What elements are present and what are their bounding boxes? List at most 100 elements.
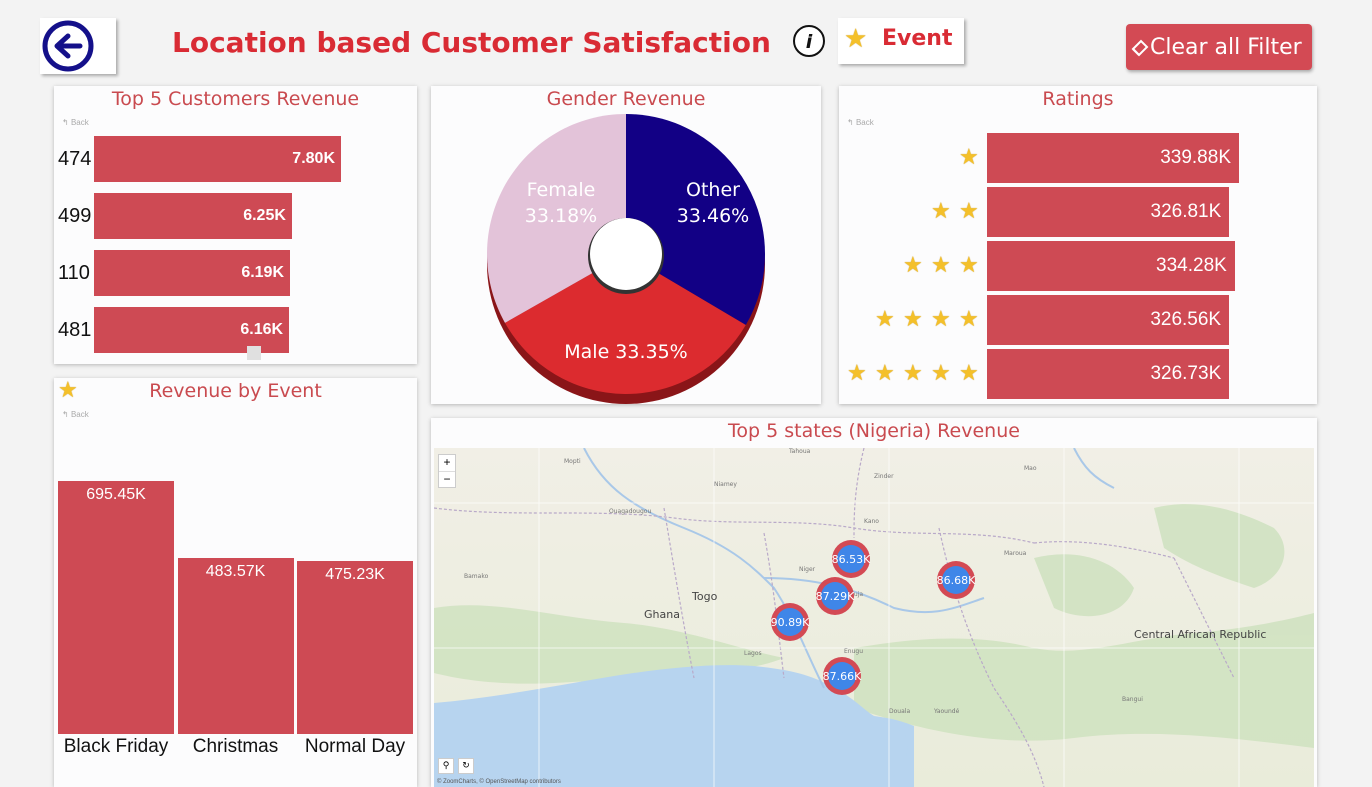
star-icon: ★ (875, 307, 895, 332)
map-bubble-label: 87.29K (816, 590, 855, 603)
back-label: Back (70, 118, 89, 127)
map-tool-reset-button[interactable]: ↻ (458, 758, 474, 774)
map-bubble[interactable] (821, 582, 849, 610)
place-label: Douala (889, 708, 910, 715)
info-button[interactable]: i (792, 24, 826, 58)
arrow-left-circle-icon (42, 20, 94, 72)
place-label: Togo (691, 590, 718, 603)
map-tool-pin-button[interactable]: ⚲ (438, 758, 454, 774)
data-label: 483.57K (205, 563, 266, 581)
data-label: 326.81K (1150, 201, 1222, 222)
place-label: Niger (799, 566, 816, 573)
category-label: Black Friday (63, 736, 169, 757)
bar[interactable] (987, 133, 1239, 183)
pie-slice[interactable] (626, 114, 765, 325)
bar[interactable] (94, 193, 292, 239)
bar[interactable] (987, 295, 1230, 345)
map-borders (434, 448, 1235, 787)
clear-all-filter-button[interactable]: Clear all Filter (1126, 24, 1312, 70)
pie-slice[interactable] (504, 254, 746, 394)
star-icon: ★ (959, 361, 979, 386)
place-label: Tahoua (788, 448, 811, 455)
place-label: Bangui (1122, 696, 1143, 703)
ratings-title: Ratings (1042, 88, 1114, 110)
star-icon: ★ (931, 253, 951, 278)
event-filter-button[interactable]: ★ Event (838, 18, 964, 64)
slice-value-label: 33.18% (525, 205, 597, 227)
place-label: Mopti (564, 458, 581, 465)
gender-donut-chart: Other 33.46% Male 33.35% Female 33.18% (487, 114, 765, 404)
map-bubble-label: 87.66K (823, 670, 862, 683)
data-label: 326.73K (1150, 363, 1222, 384)
category-label: 110 (58, 262, 90, 284)
map-ocean (434, 665, 914, 787)
drill-back-button[interactable]: ↰ Back (62, 410, 89, 419)
ratings-card: Ratings ↰ Back ★ 339.88K ★ ★ 326.81K ★ ★ ★ 334.2… (839, 86, 1317, 404)
slice-label: Male 33.35% (564, 341, 688, 363)
map-bubble[interactable] (776, 608, 804, 636)
star-icon: ★ (903, 253, 923, 278)
drill-back-button[interactable]: ↰ Back (847, 118, 874, 127)
place-label: Kano (864, 518, 879, 525)
map-vegetation (434, 504, 1314, 748)
zoom-out-button[interactable]: − (443, 472, 451, 486)
star-icon: ★ (931, 361, 951, 386)
bar[interactable] (177, 558, 294, 734)
gender-revenue-card: Gender Revenue Other 33.46% Male 33.35% Fem… (431, 86, 821, 404)
top-customers-title: Top 5 Customers Revenue (111, 88, 360, 110)
zoom-controls: + − (438, 454, 456, 488)
revenue-by-event-card: ★ Revenue by Event ↰ Back 695.45K Black F… (54, 378, 417, 787)
map-bubble[interactable] (828, 662, 856, 690)
map-place-labels: Mopti Tahoua Niamey Zinder Ouagadougou Kano To… (464, 448, 1266, 715)
revenue-by-event-title: Revenue by Event (149, 380, 322, 402)
star-icon: ★ (58, 378, 78, 403)
map-view[interactable]: Mopti Tahoua Niamey Zinder Ouagadougou Kano To… (434, 448, 1314, 787)
place-label: Central African Republic (1134, 628, 1266, 641)
map-bubble-label: 90.89K (771, 616, 810, 629)
page-title: Location based Customer Satisfaction (172, 26, 771, 59)
drill-back-button[interactable]: ↰ Back (62, 118, 89, 127)
place-label: Enugu (844, 648, 863, 655)
data-label: 475.23K (325, 566, 385, 584)
category-label: Christmas (192, 736, 279, 757)
data-label: 695.45K (86, 486, 146, 503)
bar[interactable] (94, 136, 341, 182)
map-ocean-gulf (814, 710, 908, 787)
map-bubble[interactable] (942, 566, 970, 594)
gender-revenue-title: Gender Revenue (546, 88, 706, 110)
place-label: Zinder (874, 473, 894, 480)
map-bubbles: 86.53K 87.29K 86.68K 90.89K 87.66K (771, 540, 976, 695)
bar[interactable] (58, 481, 174, 734)
map-bubble[interactable] (837, 545, 865, 573)
star-icon: ★ (959, 199, 979, 224)
back-label: Back (70, 410, 89, 419)
data-label: 7.80K (292, 150, 335, 167)
info-icon: i (793, 25, 825, 57)
bar[interactable] (297, 561, 413, 734)
place-label: Lagos (744, 650, 762, 657)
bar[interactable] (987, 349, 1230, 399)
star-icon: ★ (931, 307, 951, 332)
data-label: 326.56K (1150, 309, 1222, 330)
event-filter-label: Event (882, 26, 953, 51)
place-label: Niamey (714, 481, 737, 488)
star-icon: ★ (847, 361, 867, 386)
zoom-in-button[interactable]: + (439, 455, 455, 472)
slice-category-label: Female (527, 179, 596, 201)
place-label: Maroua (1004, 550, 1027, 557)
star-icon: ★ (844, 24, 868, 54)
map-bubble-label: 86.68K (937, 574, 976, 587)
place-label: Bamako (464, 573, 489, 580)
eraser-icon (1131, 39, 1149, 57)
bar[interactable] (94, 250, 291, 296)
bar[interactable] (987, 187, 1230, 237)
nigeria-map-card: Top 5 states (Nigeria) Revenue (431, 418, 1317, 787)
star-icon: ★ (875, 361, 895, 386)
data-label: 6.25K (243, 207, 286, 224)
place-label: Ghana (644, 608, 680, 621)
bar[interactable] (987, 241, 1235, 291)
bar[interactable] (94, 307, 290, 353)
back-button[interactable] (40, 18, 116, 74)
scroll-down-handle[interactable] (247, 346, 261, 360)
category-label: Normal Day (304, 736, 406, 757)
